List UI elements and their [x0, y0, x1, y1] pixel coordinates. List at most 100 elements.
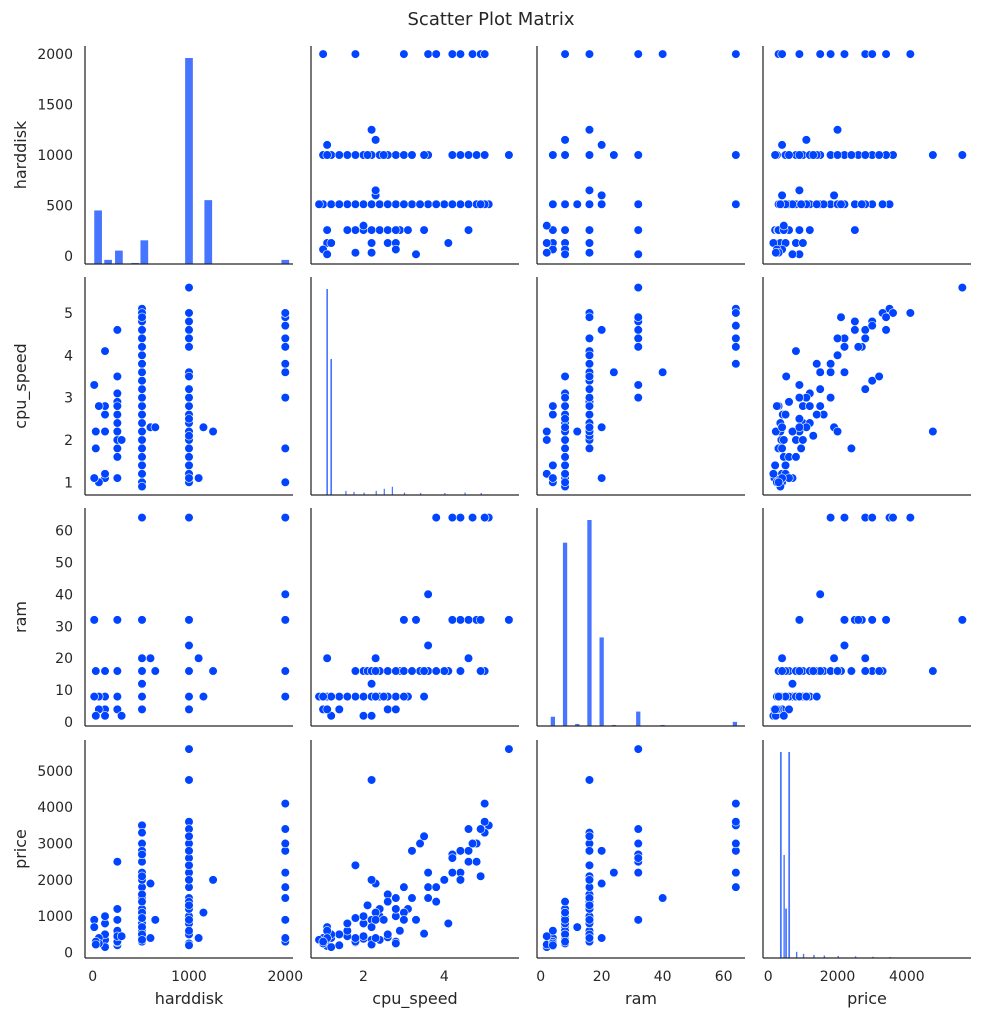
scatter-point [280, 359, 290, 369]
scatter-point [584, 312, 595, 322]
scatter-point [836, 312, 846, 322]
scatter-point [280, 893, 290, 903]
scatter-point [391, 938, 401, 949]
y-tick-label: 50 [55, 555, 73, 571]
hist-bar-price [837, 955, 839, 958]
scatter-point [542, 931, 552, 941]
scatter-point [431, 512, 441, 523]
scatter-point [796, 199, 806, 209]
scatter-point [584, 443, 595, 454]
scatter-point [318, 49, 328, 59]
y-tick-label: 0 [64, 715, 73, 731]
scatter-point [334, 704, 344, 714]
scatter-point [326, 691, 336, 702]
scatter-point [137, 401, 147, 411]
scatter-point [100, 409, 110, 420]
scatter-point [584, 875, 595, 885]
scatter-point [137, 849, 147, 860]
scatter-point [633, 249, 643, 259]
scatter-point [366, 939, 377, 950]
scatter-point [100, 911, 110, 921]
scatter-point [89, 691, 99, 702]
scatter-point [334, 940, 344, 950]
hist-bar-ram [599, 637, 604, 726]
scatter-point [560, 225, 570, 235]
scatter-point [781, 371, 791, 382]
scatter-point [371, 653, 381, 663]
scatter-point [731, 333, 741, 343]
scatter-point [280, 443, 290, 454]
scatter-point [208, 426, 218, 437]
y-tick-label: 5000 [37, 764, 73, 780]
scatter-point [366, 875, 377, 885]
hist-bar-harddisk [140, 240, 149, 264]
scatter-point [957, 150, 967, 160]
scatter-point [839, 49, 850, 59]
scatter-point [419, 929, 429, 939]
scatter-point [633, 393, 643, 403]
scatter-point [137, 359, 147, 369]
scatter-point [773, 691, 784, 702]
scatter-point [91, 443, 101, 454]
scatter-point [455, 150, 466, 160]
scatter-point [597, 846, 607, 856]
scatter-point [905, 49, 915, 59]
scatter-point [447, 615, 457, 625]
scatter-point [839, 512, 850, 523]
hist-bar-harddisk [94, 210, 102, 264]
scatter-point [366, 775, 377, 785]
y-tick-label: 0 [64, 946, 73, 962]
scatter-point [777, 422, 787, 432]
scatter-point [825, 367, 836, 377]
scatter-point [280, 882, 290, 892]
scatter-point [794, 49, 805, 59]
scatter-point [137, 615, 147, 625]
scatter-point [112, 388, 122, 399]
scatter-point [184, 704, 194, 714]
scatter-point [504, 150, 514, 160]
scatter-point [560, 452, 570, 462]
scatter-point [584, 384, 595, 394]
scatter-point [423, 640, 433, 651]
scatter-point [447, 853, 457, 863]
scatter-point [280, 589, 290, 599]
panel-cpu_speed-vs-price [762, 277, 971, 496]
scatter-point [867, 49, 877, 59]
scatter-point [371, 691, 381, 702]
y-tick-label: 4 [64, 348, 73, 364]
scatter-point [560, 371, 570, 382]
x-axis-label-ram: ram [625, 989, 657, 1008]
scatter-point [633, 853, 643, 863]
panel-price-vs-harddisk: 0 1000 2000 3000 4000 5000 price 0 1000 2000 hardd… [11, 740, 303, 1008]
scatter-point [350, 199, 361, 209]
scatter-point [399, 199, 409, 209]
scatter-point [480, 49, 490, 59]
scatter-point [796, 443, 806, 454]
scatter-point [881, 615, 891, 625]
scatter-point [391, 225, 401, 235]
scatter-point [658, 49, 668, 59]
scatter-point [874, 150, 884, 160]
scatter-point [846, 443, 857, 454]
scatter-point [358, 199, 369, 209]
scatter-point [471, 857, 482, 867]
scatter-point [184, 666, 194, 676]
scatter-point [633, 744, 643, 754]
scatter-point [928, 666, 938, 676]
scatter-point [504, 744, 514, 754]
scatter-point [399, 691, 409, 702]
x-tick-label: 60 [715, 969, 733, 985]
panel-price-vs-ram: 0 20 40 60 ram [536, 740, 745, 1008]
scatter-point [423, 199, 433, 209]
scatter-point [787, 426, 798, 437]
y-tick-label: 1000 [37, 909, 73, 925]
scatter-point [731, 49, 741, 59]
scatter-point [399, 666, 409, 676]
scatter-point [342, 691, 352, 702]
scatter-point [633, 915, 643, 925]
scatter-point [184, 384, 194, 394]
scatter-point [184, 401, 194, 411]
scatter-point [184, 860, 194, 870]
scatter-point [137, 443, 147, 454]
x-tick-label: 4 [440, 969, 449, 985]
